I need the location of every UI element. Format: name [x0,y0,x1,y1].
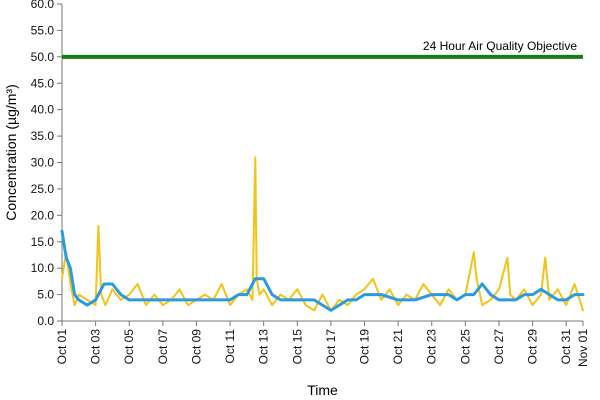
y-tick-label: 45.0 [31,76,55,90]
x-tick-label: Oct 17 [324,329,338,365]
y-tick-label: 30.0 [31,156,55,170]
y-tick-label: 55.0 [31,23,55,37]
x-tick-label: Oct 23 [425,329,439,365]
y-tick-label: 20.0 [31,208,55,222]
x-tick-label: Oct 31 [559,329,573,365]
y-axis-title: Concentration (µg/m³) [3,84,19,220]
x-tick-label: Oct 03 [89,329,103,365]
x-tick-label: Oct 07 [156,329,170,365]
x-tick-label: Nov 01 [576,329,590,367]
y-tick-label: 5.0 [37,288,54,302]
objective-label: 24 Hour Air Quality Objective [423,39,577,53]
y-tick-label: 50.0 [31,50,55,64]
y-tick-label: 60.0 [31,0,55,11]
y-tick-label: 35.0 [31,129,55,143]
x-tick-label: Oct 29 [526,329,540,365]
y-tick-label: 40.0 [31,103,55,117]
y-tick-label: 15.0 [31,235,55,249]
x-tick-label: Oct 15 [290,329,304,365]
x-tick-label: Oct 05 [122,329,136,365]
x-tick-label: Oct 19 [358,329,372,365]
series-layer [60,156,585,312]
x-axis-title: Time [307,382,338,398]
series-line-hourly [61,156,584,312]
x-tick-label: Oct 25 [458,329,472,365]
x-tick-label: Oct 13 [257,329,271,365]
y-tick-label: 10.0 [31,261,55,275]
x-tick-label: Oct 27 [492,329,506,365]
y-tick-label: 0.0 [37,314,54,328]
x-axis-ticks: Oct 01 Oct 03 Oct 05 Oct 07 Oct 09 Oct 11 Oct … [55,321,590,367]
x-tick-label: Oct 01 [55,329,69,365]
y-axis-ticks: 0.0 5.0 10.0 15.0 20.0 25.0 30.0 35.0 40.0 45.0 50… [31,0,62,328]
x-tick-label: Oct 21 [391,329,405,365]
series-line-rolling [60,229,585,312]
y-tick-label: 25.0 [31,182,55,196]
x-tick-label: Oct 11 [223,329,237,364]
x-tick-label: Oct 09 [189,329,203,365]
